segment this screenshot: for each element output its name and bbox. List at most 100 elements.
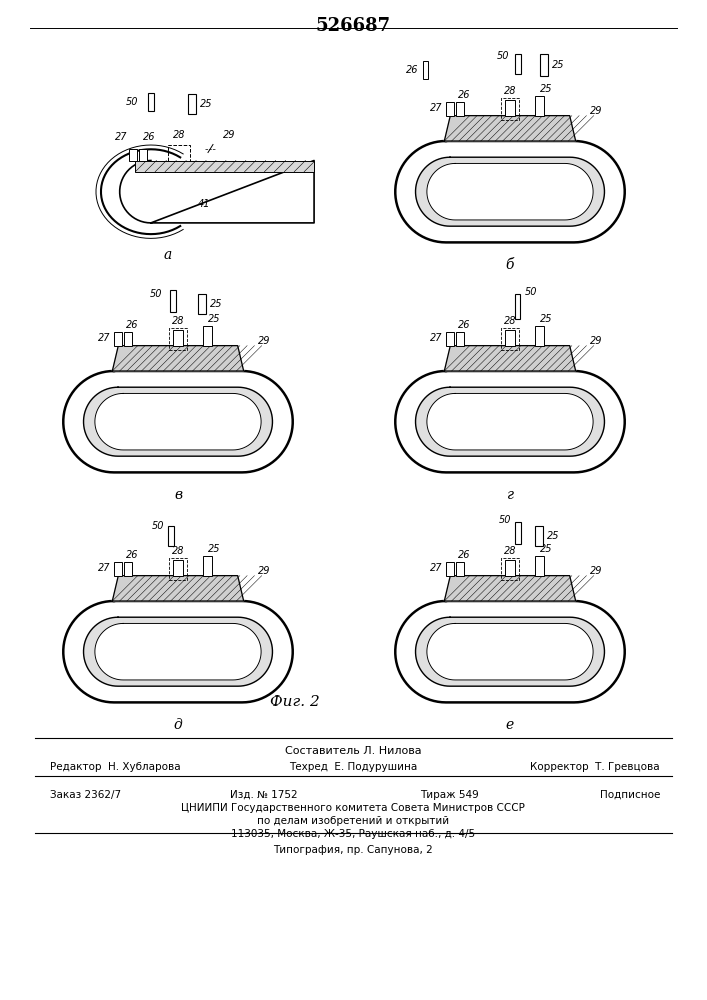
Text: Подписное: Подписное (600, 790, 660, 800)
Bar (501, 328, 519, 350)
Polygon shape (416, 157, 604, 226)
Text: Тираж 549: Тираж 549 (420, 790, 479, 800)
Bar (173, 330, 183, 346)
Text: 29: 29 (257, 336, 270, 346)
Bar (170, 290, 176, 312)
Text: 28: 28 (504, 86, 516, 96)
Text: 50: 50 (151, 521, 164, 531)
Text: е: е (506, 718, 514, 732)
Bar (115, 562, 122, 576)
Polygon shape (83, 617, 272, 686)
Bar (535, 526, 543, 546)
Bar (446, 102, 455, 116)
Text: г: г (506, 488, 513, 502)
Text: 50: 50 (498, 515, 511, 525)
Polygon shape (395, 371, 625, 472)
Text: 27: 27 (430, 563, 443, 573)
Text: 25: 25 (540, 544, 552, 554)
Text: 25: 25 (210, 299, 223, 309)
Text: 26: 26 (458, 90, 471, 100)
Text: 28: 28 (173, 130, 185, 140)
Text: 26: 26 (127, 320, 139, 330)
Text: 25: 25 (208, 544, 221, 554)
Text: 28: 28 (504, 546, 516, 556)
Polygon shape (64, 601, 293, 702)
Bar (203, 326, 212, 346)
Bar (124, 562, 132, 576)
Bar (515, 522, 521, 544)
Text: 26: 26 (458, 320, 471, 330)
Text: Редактор  Н. Хубларова: Редактор Н. Хубларова (50, 762, 180, 772)
Text: 26: 26 (458, 550, 471, 560)
Bar (456, 332, 464, 346)
Polygon shape (444, 346, 575, 371)
Text: 27: 27 (98, 333, 110, 343)
Text: 27: 27 (430, 103, 443, 113)
Bar (148, 93, 154, 111)
Polygon shape (112, 346, 244, 371)
Bar (501, 558, 519, 580)
Text: ЦНИИПИ Государственного комитета Совета Министров СССР: ЦНИИПИ Государственного комитета Совета … (181, 803, 525, 813)
Text: 26: 26 (407, 65, 419, 75)
Text: 28: 28 (504, 316, 516, 326)
Bar (124, 332, 132, 346)
Bar (169, 328, 187, 350)
Text: 25: 25 (540, 84, 552, 94)
Bar (168, 144, 190, 160)
Bar (515, 294, 520, 319)
Text: 50: 50 (496, 51, 509, 61)
Text: Изд. № 1752: Изд. № 1752 (230, 790, 298, 800)
Text: 526687: 526687 (315, 17, 390, 35)
Polygon shape (395, 601, 625, 702)
Bar (505, 330, 515, 346)
Text: 41: 41 (538, 212, 551, 222)
Text: 25: 25 (208, 314, 221, 324)
Bar (505, 560, 515, 576)
Polygon shape (95, 623, 261, 680)
Text: Фиг. 2: Фиг. 2 (270, 695, 320, 709)
Text: 50: 50 (525, 287, 537, 297)
Bar (188, 94, 196, 114)
Text: Заказ 2362/7: Заказ 2362/7 (50, 790, 121, 800)
Bar (168, 526, 174, 546)
Text: 27: 27 (430, 333, 443, 343)
Polygon shape (95, 393, 261, 450)
Text: 25: 25 (547, 531, 559, 541)
Text: а: а (164, 248, 172, 262)
Text: 29: 29 (590, 566, 602, 576)
Text: 29: 29 (223, 130, 235, 140)
Text: 29: 29 (590, 106, 602, 116)
Text: 25: 25 (200, 99, 213, 109)
Text: 27: 27 (98, 563, 110, 573)
Text: 50: 50 (126, 97, 138, 107)
Bar (501, 98, 519, 120)
Polygon shape (119, 160, 314, 223)
Text: 29: 29 (257, 566, 270, 576)
Text: 26: 26 (143, 132, 156, 142)
Bar (129, 148, 137, 160)
Text: 41: 41 (206, 442, 219, 452)
Bar (505, 100, 515, 116)
Text: по делам изобретений и открытий: по делам изобретений и открытий (257, 816, 449, 826)
Polygon shape (64, 371, 293, 472)
Bar (203, 556, 212, 576)
Bar (456, 102, 464, 116)
Text: 28: 28 (172, 316, 185, 326)
Bar (135, 160, 314, 172)
Text: Типография, пр. Сапунова, 2: Типография, пр. Сапунова, 2 (273, 845, 433, 855)
Text: 41: 41 (538, 672, 551, 682)
Text: 26: 26 (127, 550, 139, 560)
Polygon shape (416, 387, 604, 456)
Text: 25: 25 (552, 60, 564, 70)
Bar (540, 54, 548, 76)
Polygon shape (83, 387, 272, 456)
Polygon shape (427, 393, 593, 450)
Text: 27: 27 (115, 132, 127, 142)
Bar (535, 556, 544, 576)
Polygon shape (112, 576, 244, 601)
Bar (535, 96, 544, 116)
Text: 25: 25 (540, 314, 552, 324)
Bar (515, 54, 521, 74)
Bar (169, 558, 187, 580)
Bar (456, 562, 464, 576)
